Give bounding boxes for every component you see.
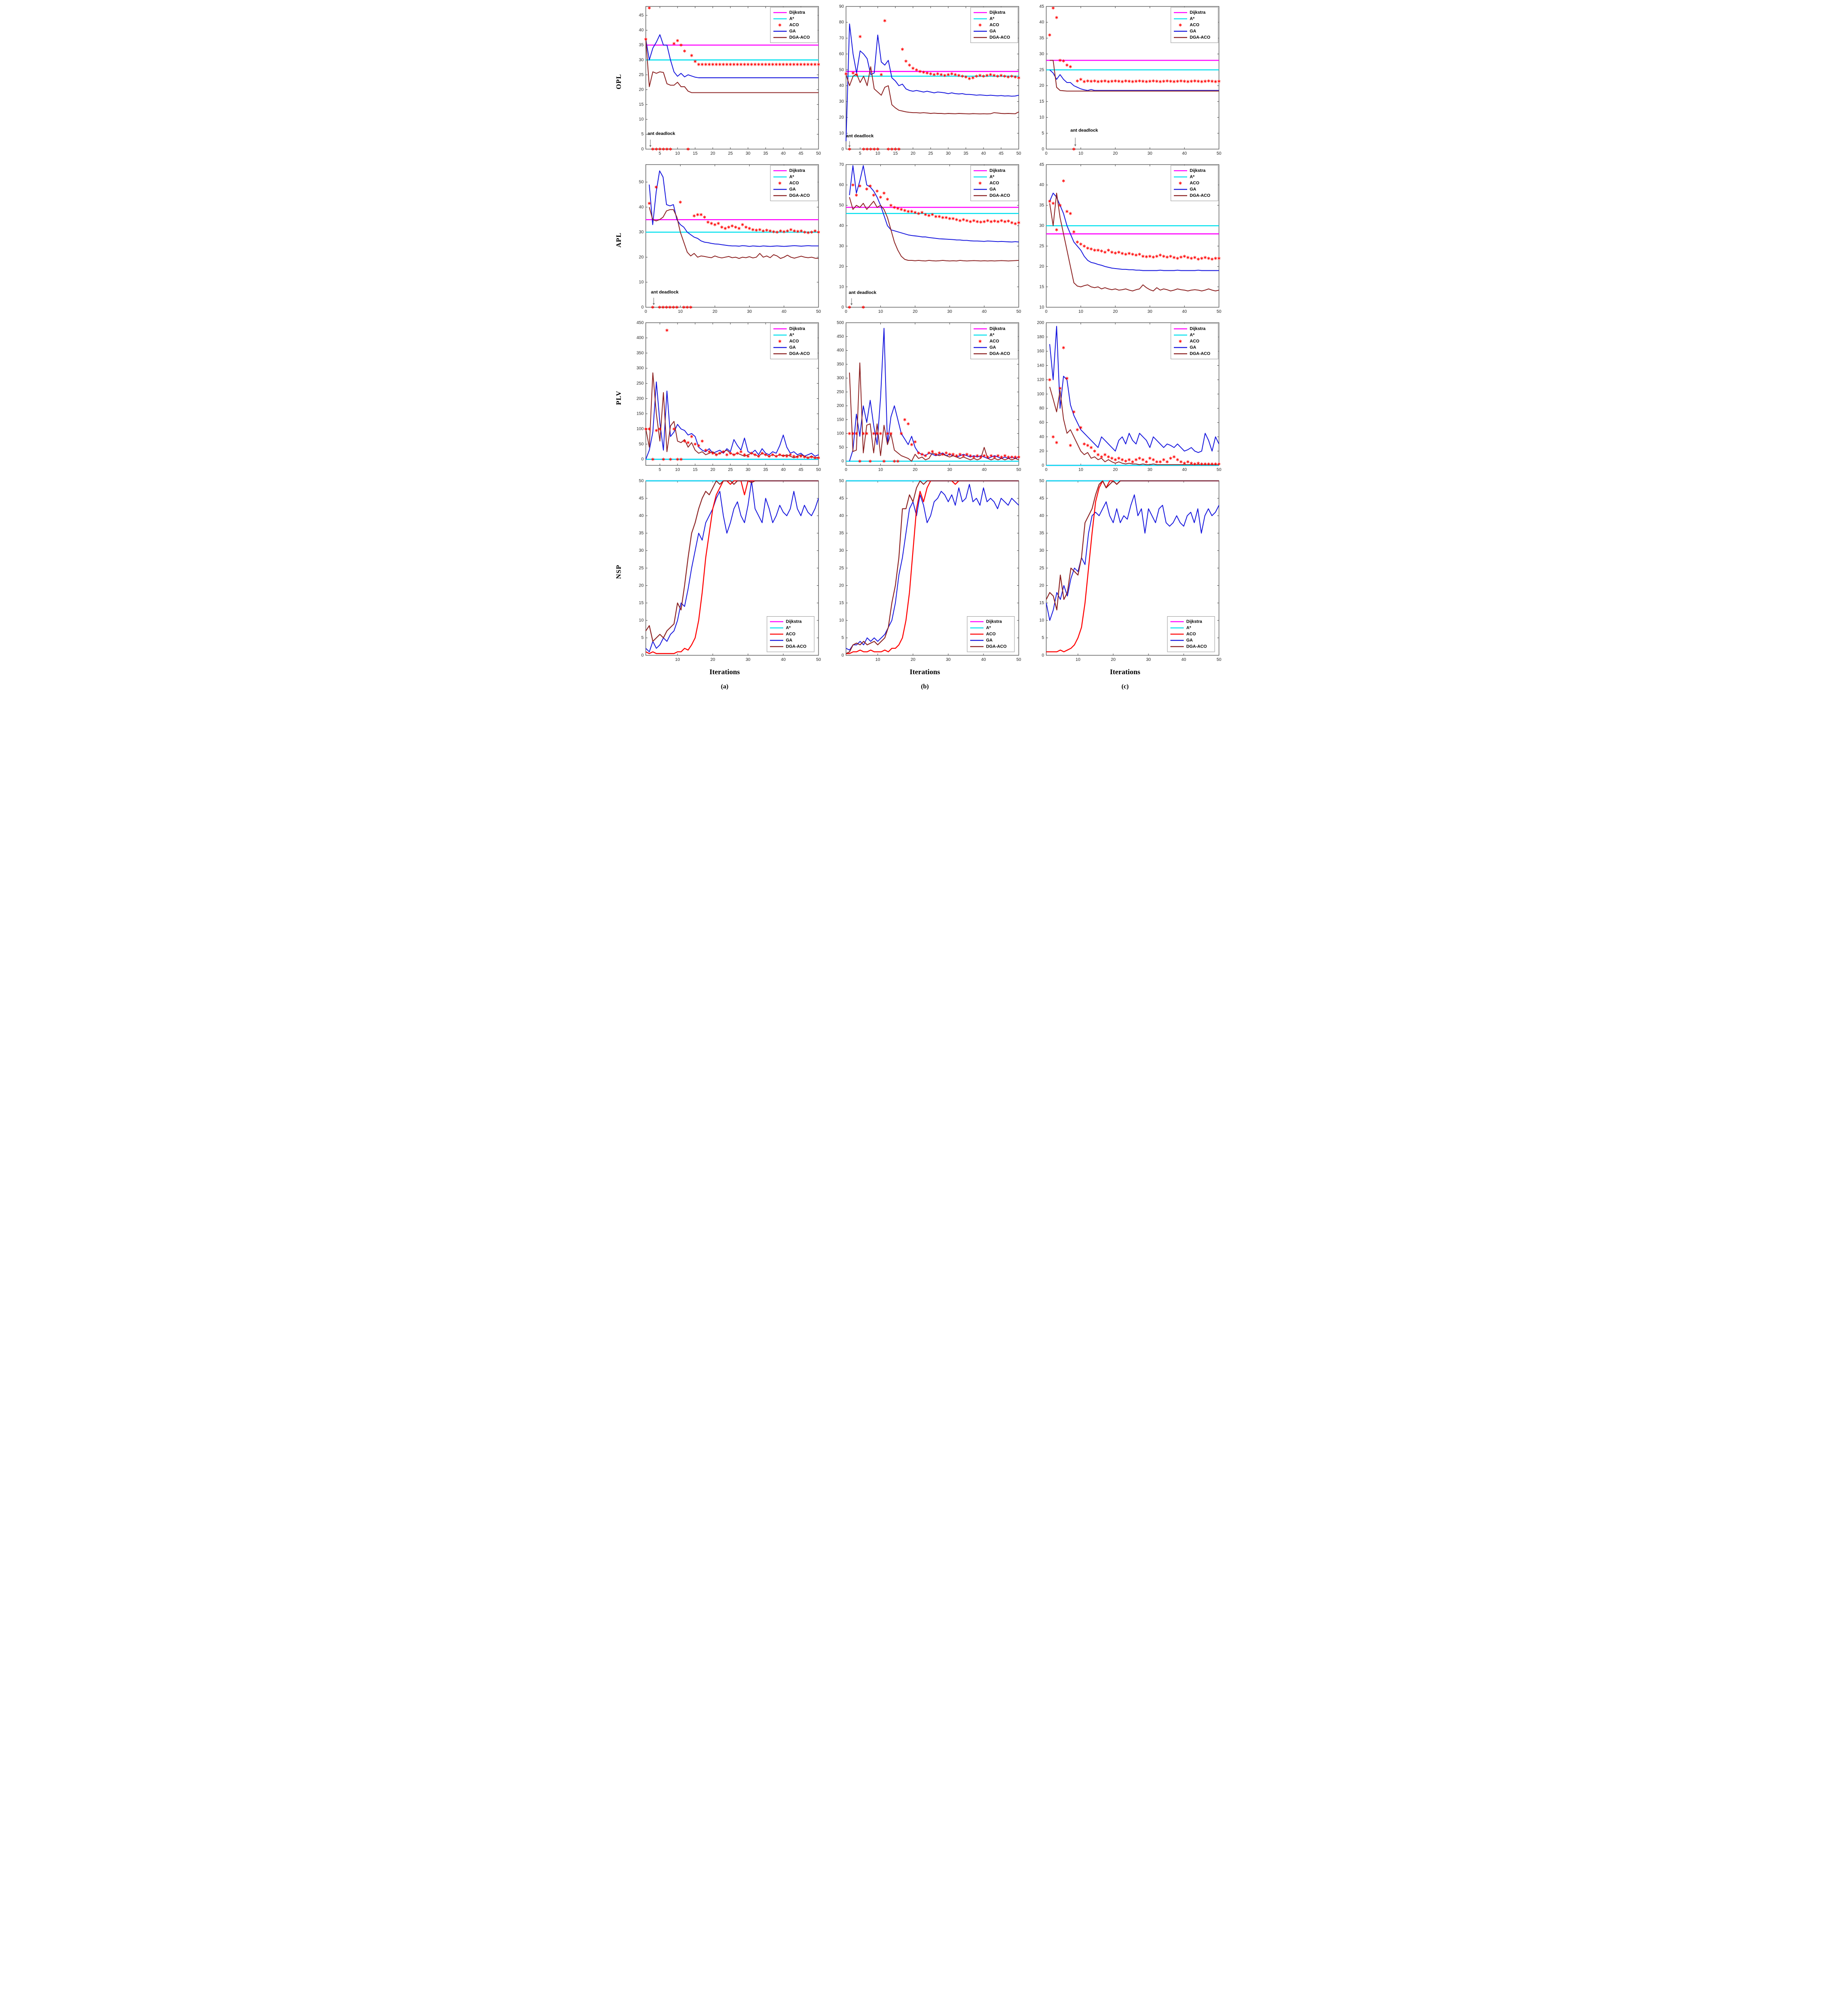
plot-opl-c: [1026, 3, 1224, 161]
plot-plv-c: [1026, 319, 1224, 477]
plot-plv-a: [626, 319, 824, 477]
plot-nsp-a: [626, 477, 824, 667]
xlabel-iterations-a: Iterations: [709, 668, 740, 676]
plot-apl-b: [826, 161, 1024, 319]
xlabel-iterations-b: Iterations: [910, 668, 940, 676]
plot-row-apl: APL: [614, 161, 1235, 319]
ylabel-plv: PLV: [615, 391, 623, 405]
plot-apl-a: [626, 161, 824, 319]
plot-opl-a: [626, 3, 824, 161]
plot-apl-c: [1026, 161, 1224, 319]
caption-c: (c): [1121, 683, 1129, 690]
caption-b: (b): [921, 683, 929, 690]
plot-plv-b: [826, 319, 1024, 477]
caption-row: Iterations (a) Iterations (b) Iterations…: [614, 668, 1235, 694]
plot-row-nsp: NSP: [614, 477, 1235, 667]
plot-opl-b: [826, 3, 1024, 161]
ylabel-apl: APL: [615, 232, 623, 248]
plot-row-plv: PLV: [614, 319, 1235, 477]
algorithm-comparison-figure: OPL APL PLV NSP Iterations (a) Iteration…: [612, 0, 1236, 697]
plot-nsp-b: [826, 477, 1024, 667]
plot-row-opl: OPL: [614, 3, 1235, 161]
ylabel-nsp: NSP: [615, 565, 623, 579]
ylabel-opl: OPL: [615, 74, 623, 89]
plot-nsp-c: [1026, 477, 1224, 667]
xlabel-iterations-c: Iterations: [1110, 668, 1140, 676]
caption-a: (a): [721, 683, 729, 690]
